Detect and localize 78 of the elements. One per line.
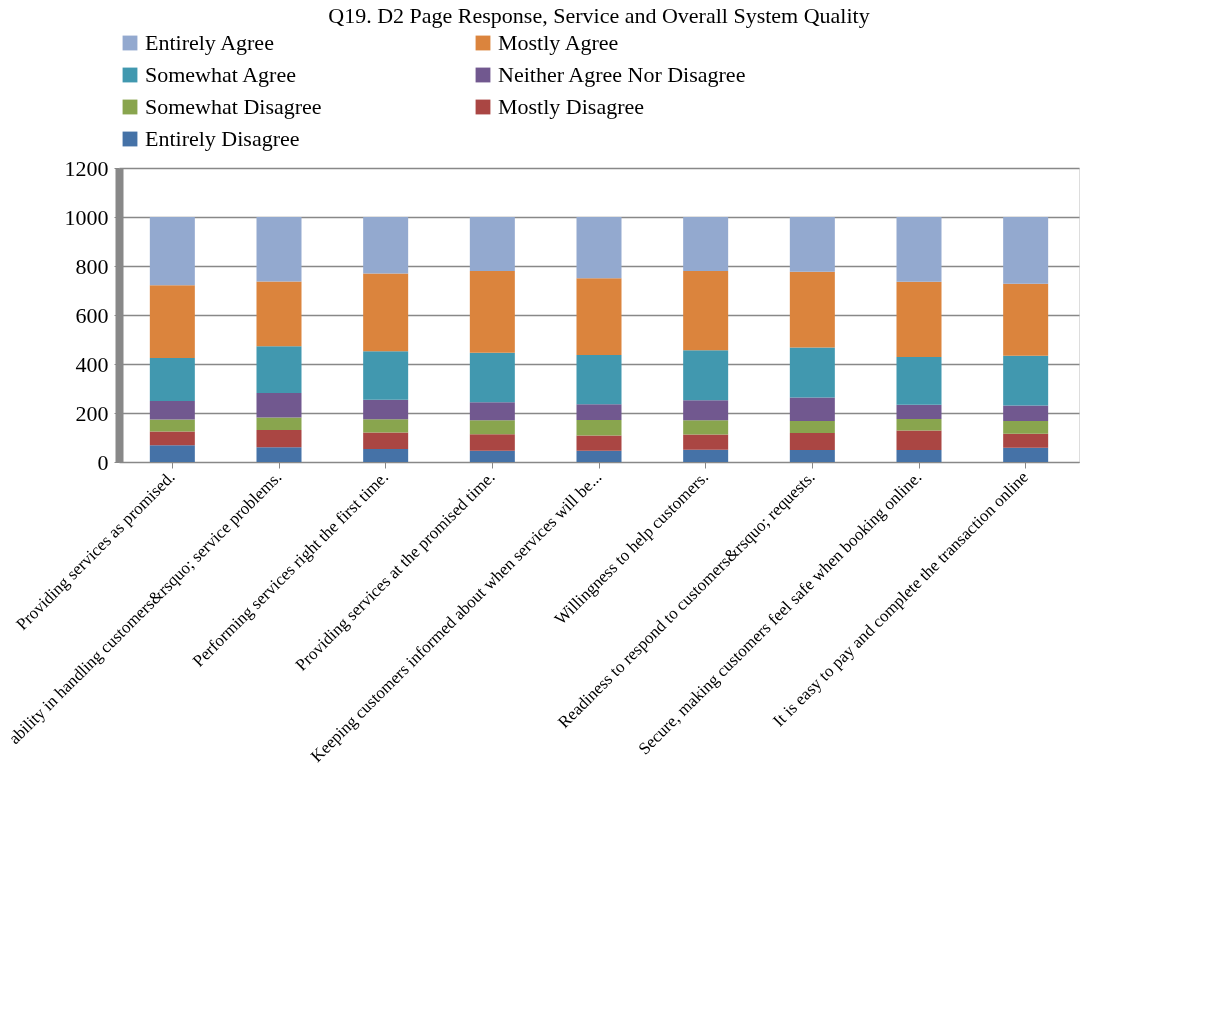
bar	[149, 431, 195, 446]
bar	[683, 400, 729, 421]
bar	[1003, 283, 1049, 356]
bar	[896, 404, 942, 419]
bar	[469, 434, 515, 451]
legend-label: Entirely Agree	[145, 30, 274, 55]
bar	[1003, 405, 1049, 422]
bar	[896, 450, 942, 462]
y-tick-label: 1000	[64, 204, 109, 230]
bar	[256, 417, 302, 430]
legend-label: Somewhat Disagree	[145, 94, 322, 119]
bar	[149, 401, 195, 420]
bar	[683, 217, 729, 271]
bar	[256, 346, 302, 393]
bar	[1003, 447, 1049, 462]
bar	[363, 217, 409, 274]
bar	[363, 273, 409, 352]
bar	[469, 352, 515, 403]
bar	[896, 418, 942, 431]
bar	[469, 420, 515, 435]
bar	[683, 270, 729, 351]
bar	[256, 217, 302, 282]
bar	[363, 351, 409, 400]
bar	[1003, 421, 1049, 434]
bar	[363, 449, 409, 462]
bar	[789, 421, 835, 434]
legend-label: Mostly Disagree	[498, 94, 645, 119]
bar	[149, 358, 195, 401]
bar	[789, 397, 835, 422]
bar	[896, 281, 942, 357]
bar	[576, 278, 622, 355]
bar	[363, 399, 409, 420]
bar	[896, 356, 942, 405]
chart-title: Q19. D2 Page Response, Service and Overall System Quality	[328, 3, 870, 28]
bar	[789, 347, 835, 398]
y-tick-label: 600	[75, 302, 109, 328]
bar	[576, 217, 622, 279]
bar	[1003, 217, 1049, 284]
y-tick-label: 200	[75, 400, 109, 426]
bar	[469, 270, 515, 353]
bar	[149, 217, 195, 286]
bar	[469, 402, 515, 421]
bar	[256, 392, 302, 418]
bar	[789, 271, 835, 348]
bar	[576, 404, 622, 421]
bar	[683, 350, 729, 401]
bar	[683, 449, 729, 462]
bar	[1003, 355, 1049, 406]
bar	[363, 419, 409, 433]
bar	[789, 433, 835, 450]
y-tick-label: 800	[75, 253, 109, 279]
bar	[683, 434, 729, 450]
y-tick-label: 400	[75, 351, 109, 377]
bar	[683, 420, 729, 435]
bar	[469, 450, 515, 462]
bar	[789, 450, 835, 462]
bar	[256, 281, 302, 347]
bar	[363, 432, 409, 450]
y-tick-label: 1200	[64, 155, 109, 181]
bar	[576, 450, 622, 462]
bar	[469, 217, 515, 271]
bar	[896, 430, 942, 450]
legend-label: Neither Agree Nor Disagree	[498, 62, 746, 87]
bar	[1003, 433, 1049, 448]
legend-label: Mostly Agree	[498, 30, 619, 55]
bar	[576, 420, 622, 436]
bar	[256, 447, 302, 462]
y-tick-label: 0	[97, 449, 109, 475]
legend-label: Entirely Disagree	[145, 126, 300, 151]
legend-label: Somewhat Agree	[145, 62, 296, 87]
bar	[576, 435, 622, 451]
bar	[576, 354, 622, 405]
bar	[149, 285, 195, 359]
bar	[256, 429, 302, 448]
bar	[896, 217, 942, 282]
bar	[789, 217, 835, 272]
bar	[149, 445, 195, 462]
bar	[149, 419, 195, 432]
